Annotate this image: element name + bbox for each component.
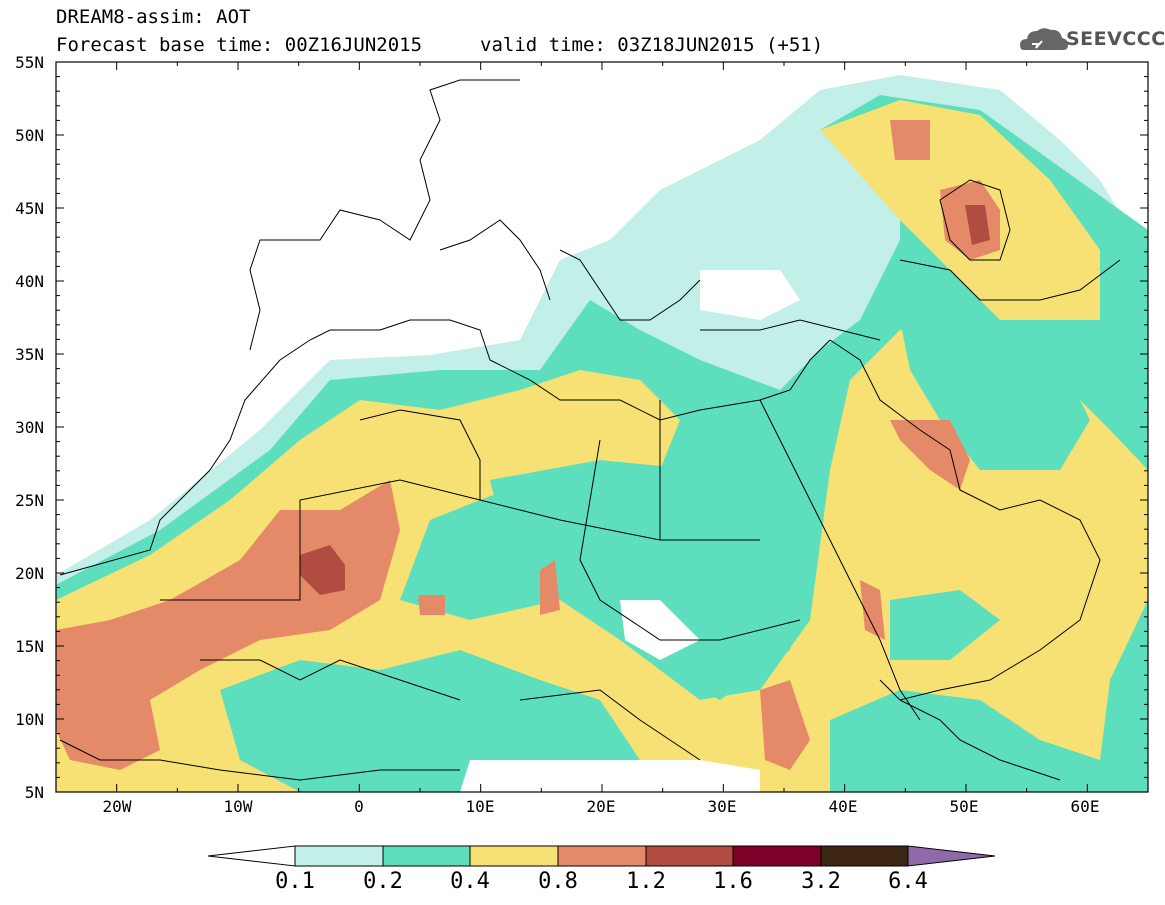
colorbar-segment bbox=[294, 845, 384, 867]
colorbar-label: 0.2 bbox=[363, 869, 403, 894]
colorbar-label: 3.2 bbox=[801, 869, 841, 894]
lat-label: 45N bbox=[15, 199, 44, 218]
lat-label: 55N bbox=[15, 53, 44, 72]
lon-label: 30E bbox=[708, 797, 737, 816]
lat-label: 35N bbox=[15, 345, 44, 364]
coastlines bbox=[59, 79, 1121, 781]
lat-label: 15N bbox=[15, 637, 44, 656]
aot-field-clear bbox=[56, 62, 1148, 792]
colorbar-segment bbox=[469, 845, 559, 867]
lon-label: 60E bbox=[1071, 797, 1100, 816]
colorbar-label: 0.1 bbox=[275, 869, 315, 894]
lon-label: 20E bbox=[587, 797, 616, 816]
lon-label: 10W bbox=[224, 797, 253, 816]
lon-label: 20W bbox=[103, 797, 132, 816]
colorbar-segment bbox=[382, 845, 471, 867]
valid-time: valid time: 03Z18JUN2015 (+51) bbox=[480, 34, 824, 56]
lat-label: 20N bbox=[15, 564, 44, 583]
lat-label: 50N bbox=[15, 126, 44, 145]
colorbar-label: 6.4 bbox=[888, 869, 928, 894]
lon-label: 10E bbox=[466, 797, 495, 816]
aot-field-0.2-patches bbox=[220, 320, 1148, 792]
colorbar-label: 0.8 bbox=[538, 869, 578, 894]
cloud-icon bbox=[1020, 28, 1068, 50]
axis-ticks bbox=[55, 61, 1149, 793]
lat-label: 30N bbox=[15, 418, 44, 437]
colorbar-segment bbox=[645, 845, 734, 867]
colorbar-label: 1.6 bbox=[713, 869, 753, 894]
forecast-base-time: Forecast base time: 00Z16JUN2015 bbox=[56, 34, 423, 56]
lat-labels: 55N 50N 45N 40N 35N 30N 25N 20N 15N 10N … bbox=[15, 53, 44, 802]
colorbar-high-triangle bbox=[907, 845, 996, 867]
aot-field-1.2 bbox=[300, 205, 990, 595]
map-title: DREAM8-assim: AOT bbox=[56, 6, 251, 28]
lat-label: 5N bbox=[25, 783, 44, 802]
colorbar-low-triangle bbox=[207, 845, 296, 867]
lon-label: 0 bbox=[354, 797, 364, 816]
lat-label: 40N bbox=[15, 272, 44, 291]
lat-label: 25N bbox=[15, 491, 44, 510]
colorbar-segment bbox=[732, 845, 822, 867]
colorbar-segment bbox=[557, 845, 647, 867]
colorbar-segment bbox=[820, 845, 909, 867]
lon-label: 50E bbox=[950, 797, 979, 816]
lat-label: 10N bbox=[15, 710, 44, 729]
lon-labels: 20W 10W 0 10E 20E 30E 40E 50E 60E bbox=[103, 797, 1100, 816]
colorbar-label: 1.2 bbox=[626, 869, 666, 894]
colorbar bbox=[207, 845, 996, 867]
colorbar-label: 0.4 bbox=[450, 869, 490, 894]
lon-label: 40E bbox=[829, 797, 858, 816]
logo-text: SEEVCCC bbox=[1066, 28, 1165, 50]
